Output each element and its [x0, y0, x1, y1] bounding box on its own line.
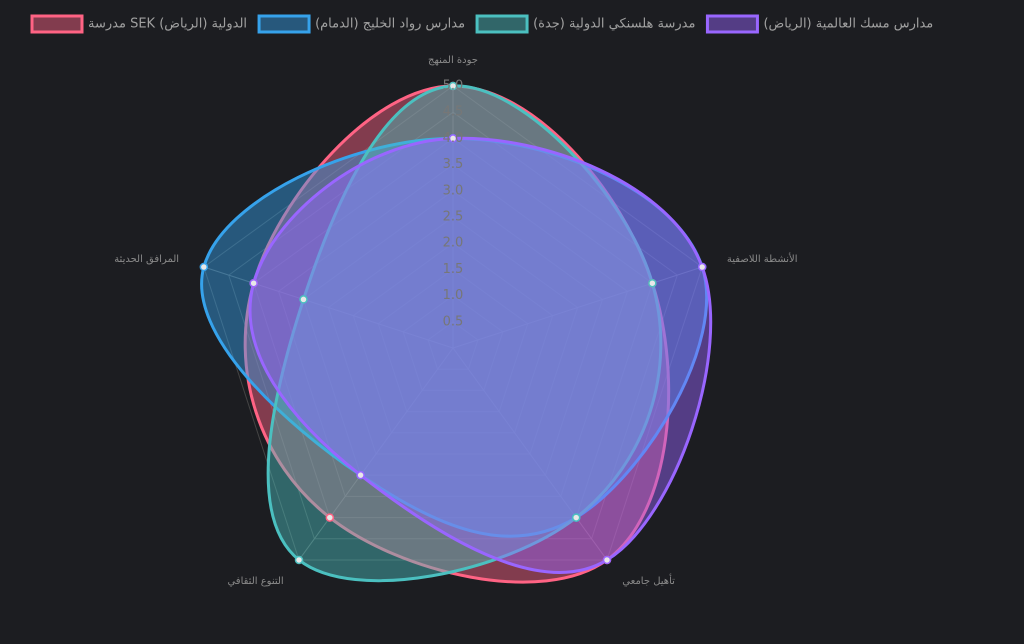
grid-line — [253, 137, 653, 519]
axis-label: التنوع الثقافي — [227, 576, 283, 587]
r-tick-label: 2.5 — [443, 210, 464, 225]
legend-swatch — [705, 14, 759, 34]
data-point — [294, 555, 304, 565]
axis-label: المرافق الحديثة — [114, 254, 179, 265]
grid-line — [302, 190, 604, 476]
r-tick-label: 4.5 — [443, 105, 464, 120]
data-point — [602, 555, 612, 565]
r-tick-label: 2.0 — [443, 236, 464, 251]
legend-label: مدارس رواد الخليج (الدمام) — [315, 17, 465, 32]
r-tick-label: 1.0 — [443, 288, 464, 303]
angle-line — [452, 347, 608, 561]
r-tick-label: 1.5 — [443, 262, 464, 277]
r-tick-label: 3.0 — [443, 183, 464, 198]
axis-label: تأهيل جامعي — [622, 573, 675, 587]
data-point — [299, 295, 308, 304]
data-point — [648, 278, 657, 288]
legend-label: مدرسة هلسنكي الدولية (جدة) — [533, 17, 695, 32]
data-point — [199, 262, 209, 272]
grid-line — [327, 216, 579, 455]
legend-label: مدرسة SEK الدولية (الرياض) — [88, 17, 247, 32]
angle-line — [452, 266, 703, 349]
legend-label: مدارس مسك العالمية (الرياض) — [763, 17, 933, 32]
data-point — [325, 513, 335, 522]
data-point — [697, 262, 707, 272]
grid-line — [427, 321, 479, 370]
grid-line — [203, 85, 703, 561]
data-point — [448, 134, 458, 143]
grid-line — [377, 268, 529, 413]
grid-line — [352, 242, 554, 434]
legend-swatch — [30, 14, 84, 34]
r-tick-label: 4.0 — [443, 131, 464, 146]
series-area — [266, 84, 663, 583]
r-tick-label: 3.5 — [443, 157, 464, 172]
data-point — [249, 278, 258, 288]
angle-line — [298, 347, 454, 561]
grid-line — [402, 294, 504, 391]
angle-line — [203, 266, 454, 349]
axis-label: جودة المنهج — [428, 55, 478, 66]
grid-line — [277, 163, 629, 497]
legend-swatch — [257, 14, 311, 34]
r-tick-label: 5.0 — [443, 79, 464, 94]
data-point — [571, 513, 581, 522]
series-area — [248, 136, 713, 574]
data-point — [448, 81, 458, 91]
data-point — [356, 470, 365, 480]
r-tick-label: 0.5 — [443, 314, 464, 329]
axis-label: الأنشطة اللاصفية — [727, 252, 798, 265]
legend-swatch — [475, 14, 529, 34]
